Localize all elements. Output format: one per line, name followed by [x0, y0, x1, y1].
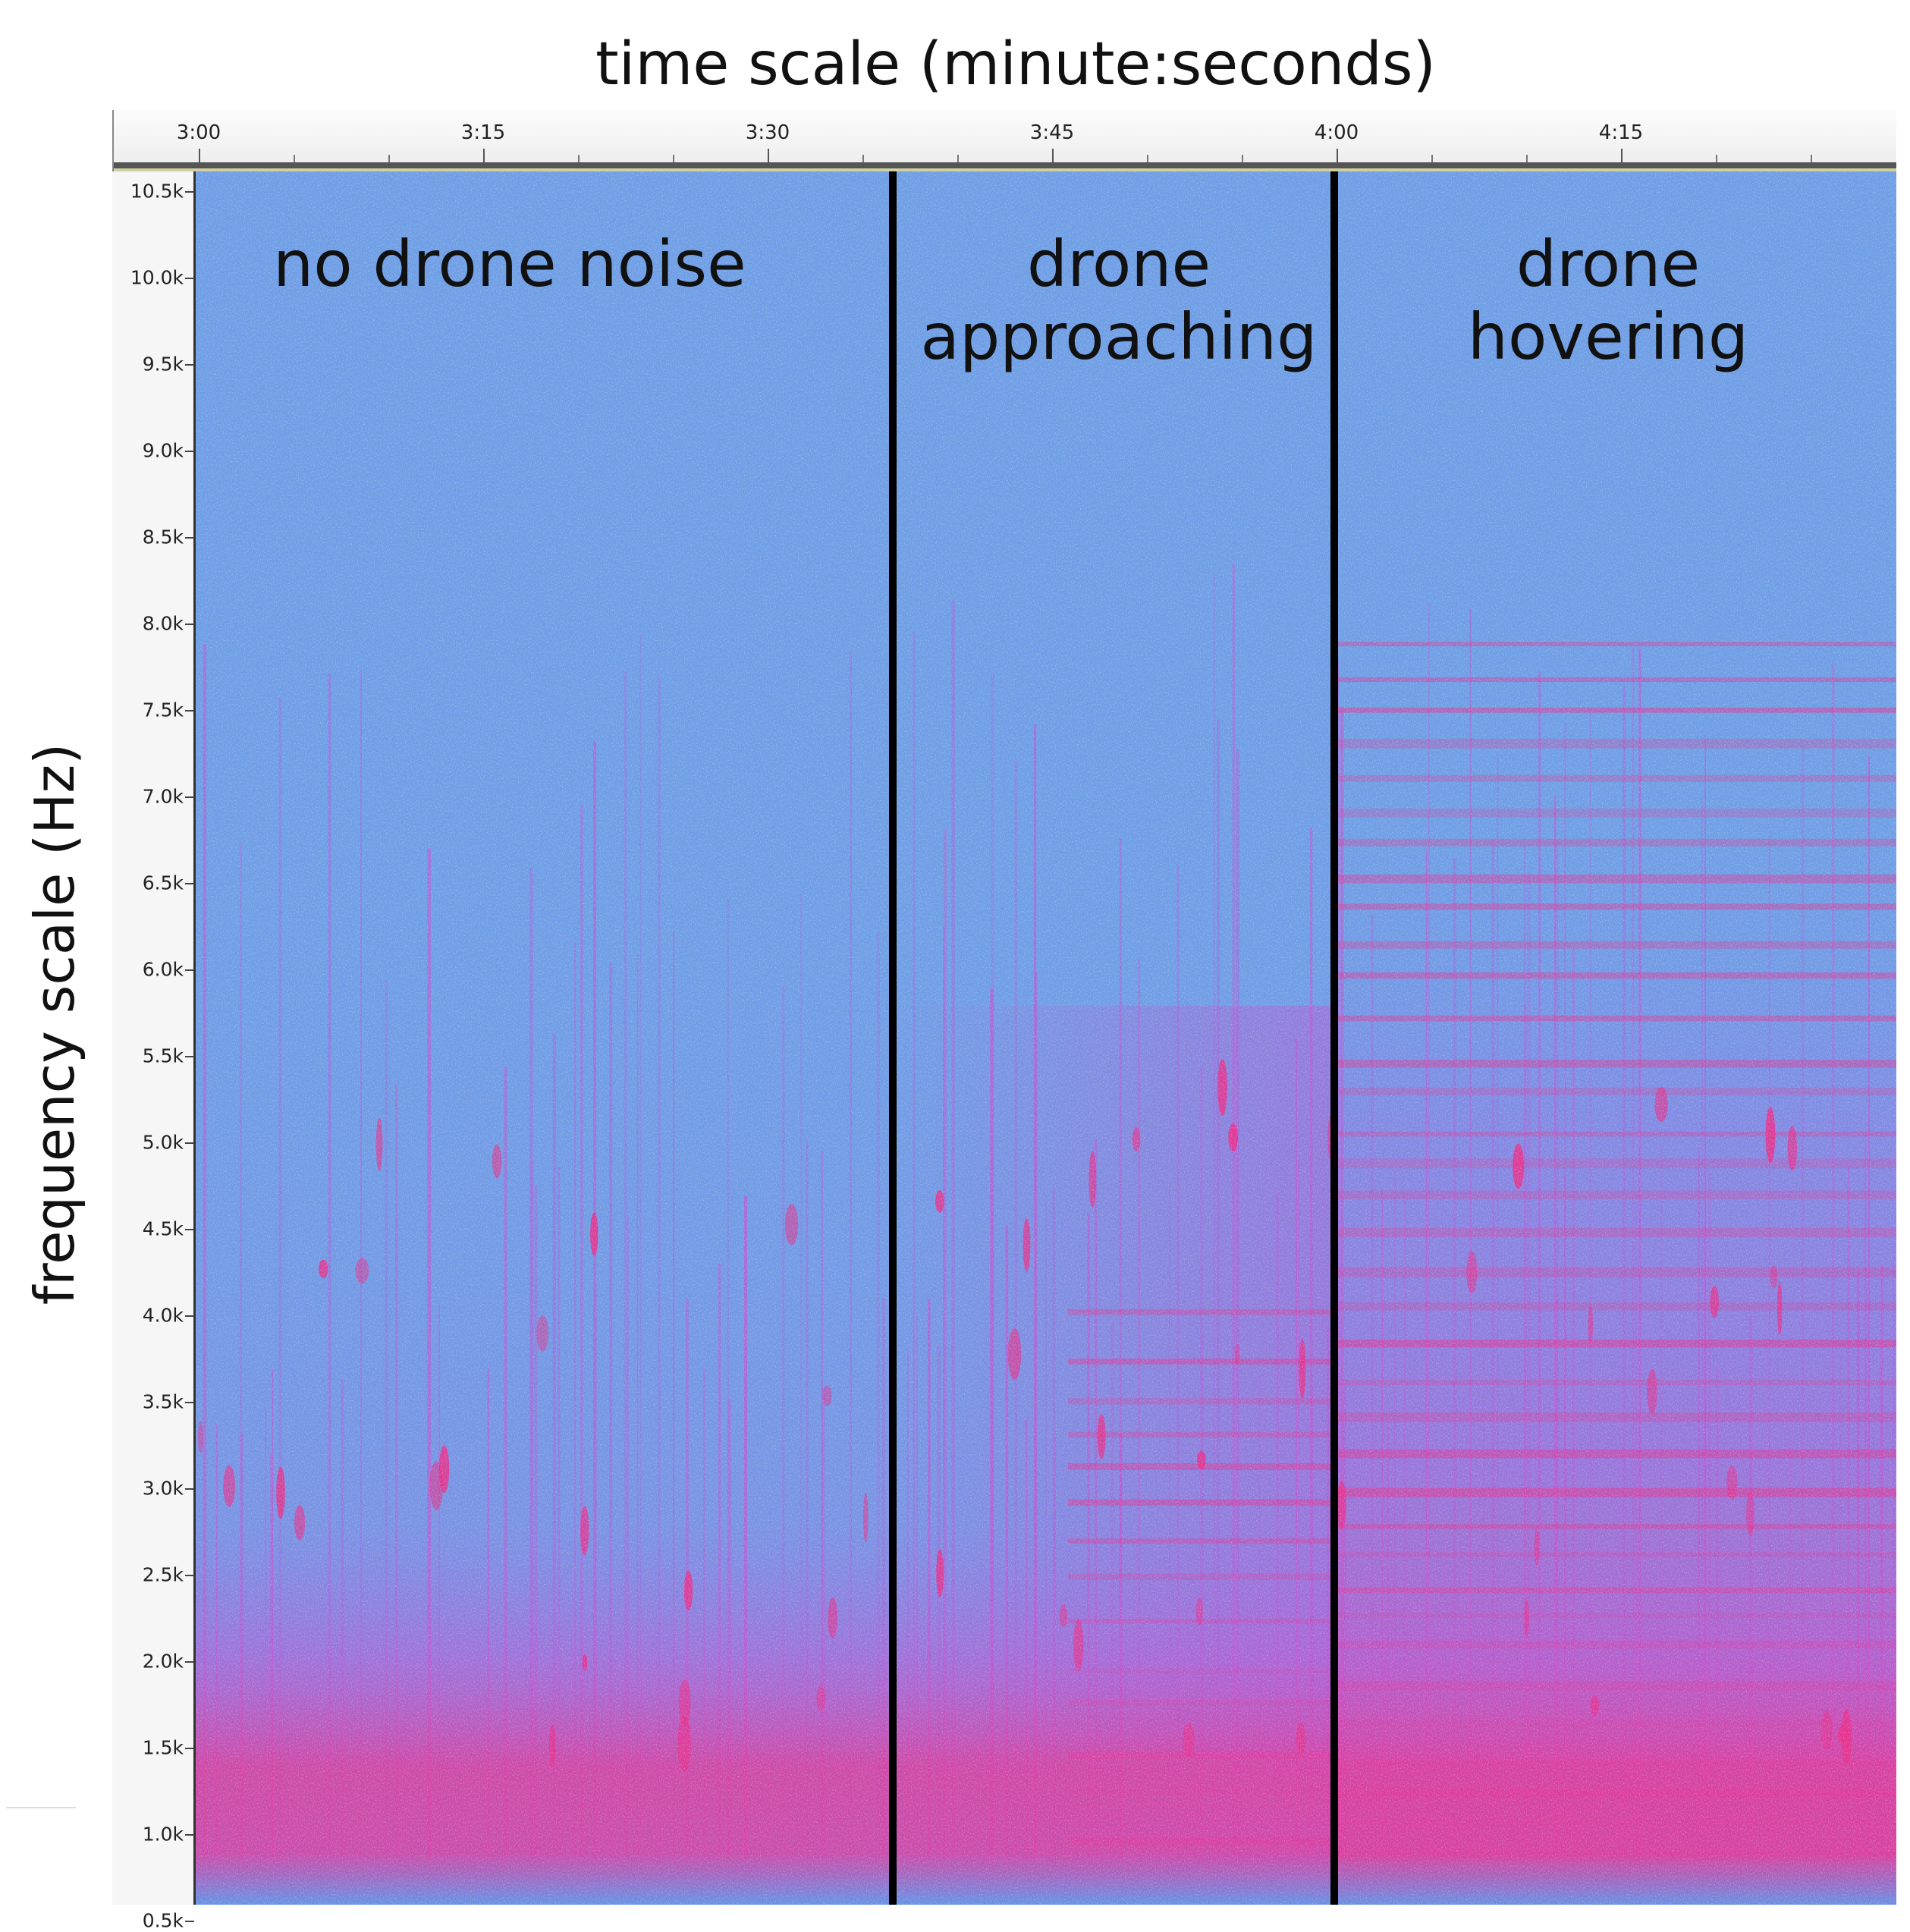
time-tick-minor [957, 155, 959, 162]
frequency-tick [185, 278, 194, 279]
frequency-tick-label: 3.5k [142, 1390, 184, 1413]
frequency-tick-label: 6.5k [142, 872, 184, 894]
time-tick-minor [1431, 155, 1433, 162]
segment-label-hovering: drone hovering [1426, 228, 1790, 373]
frequency-tick-label: 0.5k [142, 1909, 184, 1932]
y-axis-title: frequency scale (Hz) [23, 743, 86, 1305]
frequency-tick [185, 364, 194, 366]
time-tick-major [199, 149, 200, 162]
frequency-tick-label: 4.0k [142, 1304, 184, 1327]
frequency-tick [185, 1142, 194, 1144]
frequency-tick-label: 5.0k [142, 1131, 184, 1154]
frequency-tick-label: 4.5k [142, 1217, 184, 1240]
frequency-tick [185, 1921, 194, 1922]
frequency-tick [185, 1488, 194, 1490]
frequency-tick-label: 9.0k [142, 439, 184, 462]
frequency-tick [185, 883, 194, 884]
ruler-highlight [112, 168, 1896, 171]
frequency-tick-label: 1.5k [142, 1736, 184, 1759]
frequency-tick-label: 10.0k [130, 266, 184, 289]
segment-label-approaching-line2: approaching [920, 300, 1318, 374]
frequency-tick [185, 1315, 194, 1317]
frequency-tick [185, 969, 194, 971]
frequency-tick-label: 8.5k [142, 526, 184, 548]
frequency-tick-label: 8.0k [142, 612, 184, 635]
time-tick-major [1337, 149, 1338, 162]
time-tick-minor [862, 155, 864, 162]
x-axis-title: time scale (minute:seconds) [595, 30, 1436, 99]
frequency-tick-label: 10.5k [130, 180, 184, 203]
frequency-tick [185, 1575, 194, 1576]
frequency-tick-label: 2.0k [142, 1650, 184, 1673]
time-tick-major [768, 149, 769, 162]
time-tick-major [1621, 149, 1623, 162]
frequency-tick-label: 5.5k [142, 1045, 184, 1067]
frequency-axis [112, 171, 196, 1905]
time-tick-label: 3:45 [1029, 121, 1075, 144]
segment-label-hovering-line1: drone [1516, 227, 1701, 301]
time-tick-label: 4:00 [1314, 121, 1359, 144]
frequency-tick [185, 191, 194, 193]
time-tick-major [483, 149, 485, 162]
frequency-tick [185, 1834, 194, 1836]
frequency-tick [185, 624, 194, 625]
time-tick-minor [1242, 155, 1243, 162]
frequency-tick [185, 710, 194, 712]
time-tick-label: 4:15 [1598, 121, 1644, 144]
frequency-tick-label: 1.0k [142, 1823, 184, 1846]
frequency-tick [185, 1056, 194, 1057]
segment-label-approaching: drone approaching [910, 228, 1327, 373]
spectrogram-canvas [196, 171, 1896, 1905]
time-tick-minor [673, 155, 674, 162]
frequency-tick [185, 1661, 194, 1663]
noise-speckle [196, 171, 1896, 1905]
frequency-tick [185, 796, 194, 798]
frequency-tick-label: 9.5k [142, 353, 184, 375]
frequency-tick [185, 1748, 194, 1749]
frequency-tick [185, 1402, 194, 1403]
time-tick-minor [578, 155, 580, 162]
time-tick-major [1052, 149, 1054, 162]
time-tick-minor [1526, 155, 1528, 162]
time-tick-minor [1716, 155, 1717, 162]
frequency-tick-label: 3.0k [142, 1477, 184, 1500]
time-tick-minor [388, 155, 390, 162]
segment-divider-approach [889, 171, 897, 1905]
frequency-tick [185, 451, 194, 452]
frequency-tick [185, 1229, 194, 1230]
time-tick-minor [1147, 155, 1148, 162]
time-ruler [112, 110, 1896, 163]
segment-label-hovering-line2: hovering [1467, 300, 1749, 374]
segment-label-approaching-line1: drone [1026, 227, 1211, 301]
ruler-baseline [112, 162, 1896, 168]
time-tick-label: 3:00 [176, 121, 221, 144]
segment-label-no-drone: no drone noise [273, 227, 746, 301]
time-tick-label: 3:30 [745, 121, 790, 144]
time-tick-minor [294, 155, 295, 162]
frequency-tick-label: 2.5k [142, 1563, 184, 1586]
frequency-tick-label: 7.5k [142, 699, 184, 721]
margin-mark [6, 1807, 76, 1808]
frequency-tick-label: 6.0k [142, 958, 184, 981]
frequency-tick-label: 7.0k [142, 785, 184, 808]
spectrogram [196, 171, 1896, 1905]
time-tick-label: 3:15 [460, 121, 506, 144]
segment-divider-hover [1330, 171, 1338, 1905]
frequency-tick [185, 537, 194, 539]
time-tick-minor [1811, 155, 1812, 162]
